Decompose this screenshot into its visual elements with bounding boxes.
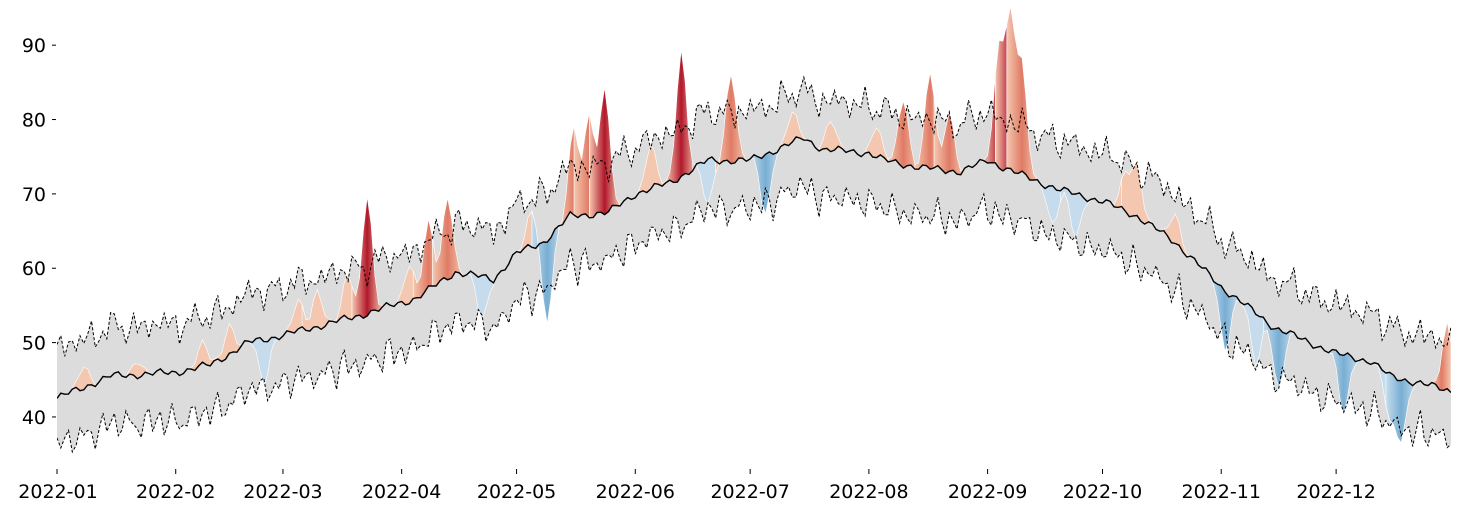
x-tick-label: 2022-11 (1182, 481, 1261, 503)
normal-range-band (57, 77, 1451, 452)
y-tick-label: 70 (22, 184, 46, 206)
x-tick-label: 2022-01 (18, 481, 97, 503)
y-tick-label: 60 (22, 258, 46, 280)
x-tick-label: 2022-04 (362, 481, 441, 503)
x-tick-label: 2022-06 (596, 481, 675, 503)
x-tick-label: 2022-03 (243, 481, 322, 503)
excursion-layer (68, 8, 1451, 444)
lower-range-line (57, 175, 1451, 454)
x-tick-label: 2022-05 (477, 481, 556, 503)
x-tick-label: 2022-10 (1063, 481, 1142, 503)
plot-area (57, 8, 1451, 454)
y-tick-label: 90 (22, 35, 46, 57)
y-axis: 40 50 60 70 80 90 (22, 35, 56, 429)
y-tick-label: 40 (22, 407, 46, 429)
x-tick-label: 2022-02 (136, 481, 215, 503)
x-tick-label: 2022-12 (1296, 481, 1375, 503)
x-tick-label: 2022-09 (948, 481, 1027, 503)
above-normal-spike (351, 196, 383, 321)
x-tick-label: 2022-08 (829, 481, 908, 503)
y-tick-label: 80 (22, 110, 46, 132)
upper-range-line (57, 75, 1451, 357)
normal-line (57, 136, 1451, 399)
y-tick-label: 50 (22, 333, 46, 355)
x-axis: 2022-01 2022-02 2022-03 2022-04 2022-05 2022-… (18, 469, 1376, 503)
x-tick-label: 2022-07 (710, 481, 789, 503)
